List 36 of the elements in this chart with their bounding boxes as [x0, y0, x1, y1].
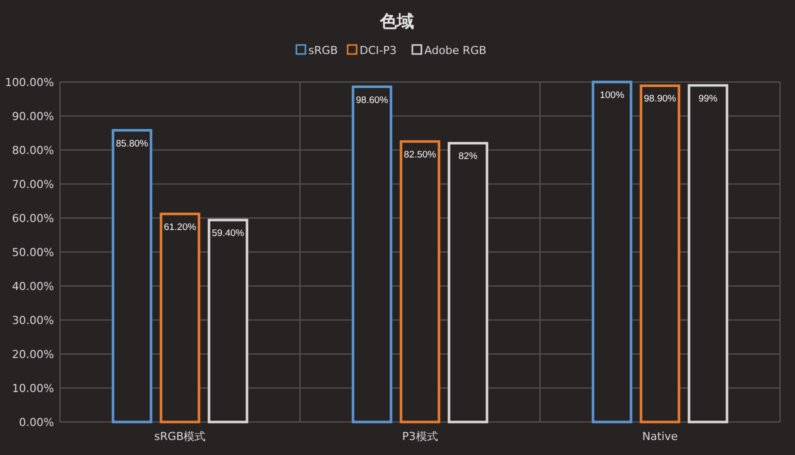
y-tick-label: 100.00% — [5, 76, 54, 89]
bar — [592, 80, 632, 424]
bar — [352, 86, 392, 424]
bar — [208, 218, 248, 424]
y-tick-label: 0.00% — [19, 416, 54, 429]
bar — [160, 212, 200, 424]
data-label: 61.20% — [164, 222, 197, 233]
chart-title: 色域 — [379, 12, 414, 32]
bar — [400, 140, 440, 424]
y-tick-label: 30.00% — [12, 314, 54, 327]
x-tick-label: sRGB模式 — [154, 430, 206, 443]
bar — [112, 129, 152, 424]
data-label: 82.50% — [404, 150, 437, 160]
data-label: 98.90% — [644, 94, 677, 105]
y-tick-label: 70.00% — [12, 178, 54, 191]
legend-label: sRGB — [308, 44, 338, 57]
bar — [688, 84, 728, 424]
y-tick-label: 80.00% — [12, 144, 54, 157]
y-tick-label: 10.00% — [12, 382, 54, 395]
bar — [448, 142, 488, 424]
y-tick-label: 60.00% — [12, 212, 54, 225]
x-tick-label: Native — [642, 430, 678, 443]
data-label: 82% — [458, 151, 478, 162]
data-label: 99% — [698, 93, 718, 104]
x-tick-label: P3模式 — [402, 430, 438, 443]
data-label: 85.80% — [116, 138, 149, 150]
y-tick-label: 20.00% — [12, 348, 54, 361]
bar — [640, 84, 680, 424]
y-tick-label: 90.00% — [12, 110, 54, 123]
legend-label: Adobe RGB — [424, 44, 486, 57]
data-label: 59.40% — [212, 228, 245, 240]
y-tick-label: 50.00% — [12, 246, 54, 259]
y-tick-label: 40.00% — [12, 280, 54, 293]
legend-label: DCI-P3 — [360, 44, 397, 57]
data-label: 98.60% — [356, 94, 389, 106]
data-label: 100% — [600, 90, 625, 101]
